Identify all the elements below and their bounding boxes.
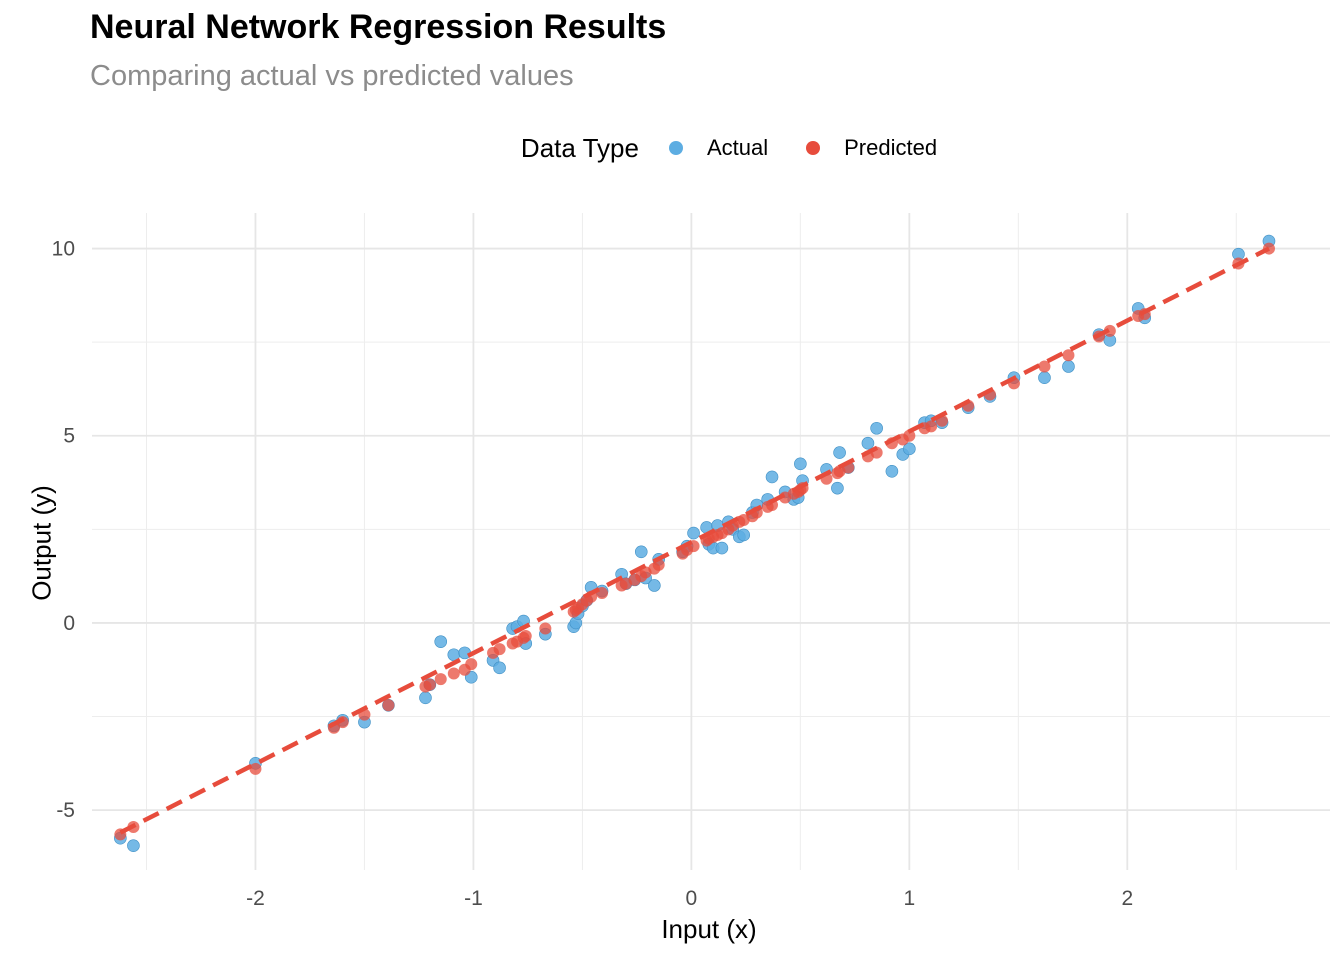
predicted-point <box>687 540 700 553</box>
predicted-point <box>1262 242 1275 255</box>
y-tick-label: 5 <box>63 425 75 448</box>
actual-point <box>634 545 648 559</box>
grid <box>92 213 1330 870</box>
predicted-point <box>1232 257 1245 270</box>
actual-point <box>831 481 844 495</box>
predicted-point <box>327 721 340 734</box>
predicted-point <box>983 388 996 401</box>
predicted-point <box>447 667 460 680</box>
x-axis-label: Input (x) <box>661 914 757 944</box>
predicted-point <box>336 716 349 729</box>
predicted-point <box>750 506 763 519</box>
y-tick-label: 0 <box>63 612 75 635</box>
actual-point <box>861 436 875 450</box>
actual-point <box>648 579 661 592</box>
x-tick-label: 2 <box>1121 887 1133 910</box>
predicted-point <box>1038 360 1051 373</box>
y-tick-label: 10 <box>52 238 75 261</box>
legend-key-predicted <box>806 141 821 155</box>
actual-point <box>434 635 448 648</box>
chart-title: Neural Network Regression Results <box>90 8 667 46</box>
actual-point <box>687 526 700 540</box>
legend-key-actual <box>668 141 683 155</box>
actual-point <box>493 661 506 675</box>
legend-item-predicted: Predicted <box>798 135 937 161</box>
y-tick-labels: -5 0 5 10 <box>52 238 75 823</box>
actual-point <box>794 457 807 471</box>
predicted-series <box>114 242 1275 841</box>
predicted-point <box>925 420 938 433</box>
predicted-point <box>796 482 809 495</box>
predicted-point <box>1092 330 1105 343</box>
predicted-point <box>434 673 447 686</box>
predicted-point <box>936 414 949 427</box>
actual-point <box>833 446 846 459</box>
actual-point <box>870 421 883 435</box>
predicted-point <box>1103 324 1116 337</box>
actual-point <box>765 470 779 484</box>
y-axis-label: Output (y) <box>26 485 57 601</box>
legend-label-predicted: Predicted <box>844 135 938 160</box>
predicted-point <box>885 437 898 450</box>
legend-item-actual: Actual <box>661 135 768 161</box>
actual-point <box>419 691 432 705</box>
actual-point <box>1062 360 1075 373</box>
x-tick-label: -1 <box>464 887 483 910</box>
predicted-point <box>1007 377 1020 390</box>
predicted-point <box>114 828 127 841</box>
actual-point <box>903 442 916 456</box>
predicted-point <box>493 643 506 656</box>
predicted-point <box>423 678 436 691</box>
predicted-point <box>539 622 552 635</box>
chart-subtitle: Comparing actual vs predicted values <box>90 60 574 92</box>
predicted-point <box>820 472 833 485</box>
predicted-point <box>585 590 598 603</box>
fitted-line <box>119 246 1270 835</box>
y-tick-label: -5 <box>56 799 75 822</box>
fitted-line-path <box>119 246 1270 835</box>
actual-point <box>715 541 729 555</box>
predicted-point <box>766 499 779 511</box>
actual-point <box>737 528 750 542</box>
predicted-point <box>596 586 609 599</box>
predicted-point <box>1138 308 1151 321</box>
x-tick-label: 0 <box>686 887 698 910</box>
actual-point <box>1038 371 1051 385</box>
predicted-point <box>127 820 140 833</box>
predicted-point <box>1062 349 1075 362</box>
predicted-point <box>249 762 262 775</box>
predicted-point <box>382 699 395 712</box>
x-tick-label: 1 <box>903 887 915 910</box>
predicted-point <box>903 429 916 442</box>
x-tick-label: -2 <box>246 887 265 910</box>
actual-point <box>885 465 899 478</box>
predicted-point <box>962 399 975 412</box>
predicted-point <box>465 658 478 671</box>
legend-title: Data Type <box>520 132 639 163</box>
x-tick-labels: -2 -1 0 1 2 <box>246 887 1133 910</box>
actual-point <box>127 839 140 852</box>
predicted-point <box>842 461 855 474</box>
predicted-point <box>358 708 371 721</box>
legend: Data Type Actual Predicted <box>0 130 1344 166</box>
legend-label-actual: Actual <box>706 135 769 160</box>
predicted-point <box>652 558 665 571</box>
predicted-point <box>519 630 532 643</box>
predicted-point <box>870 446 883 459</box>
